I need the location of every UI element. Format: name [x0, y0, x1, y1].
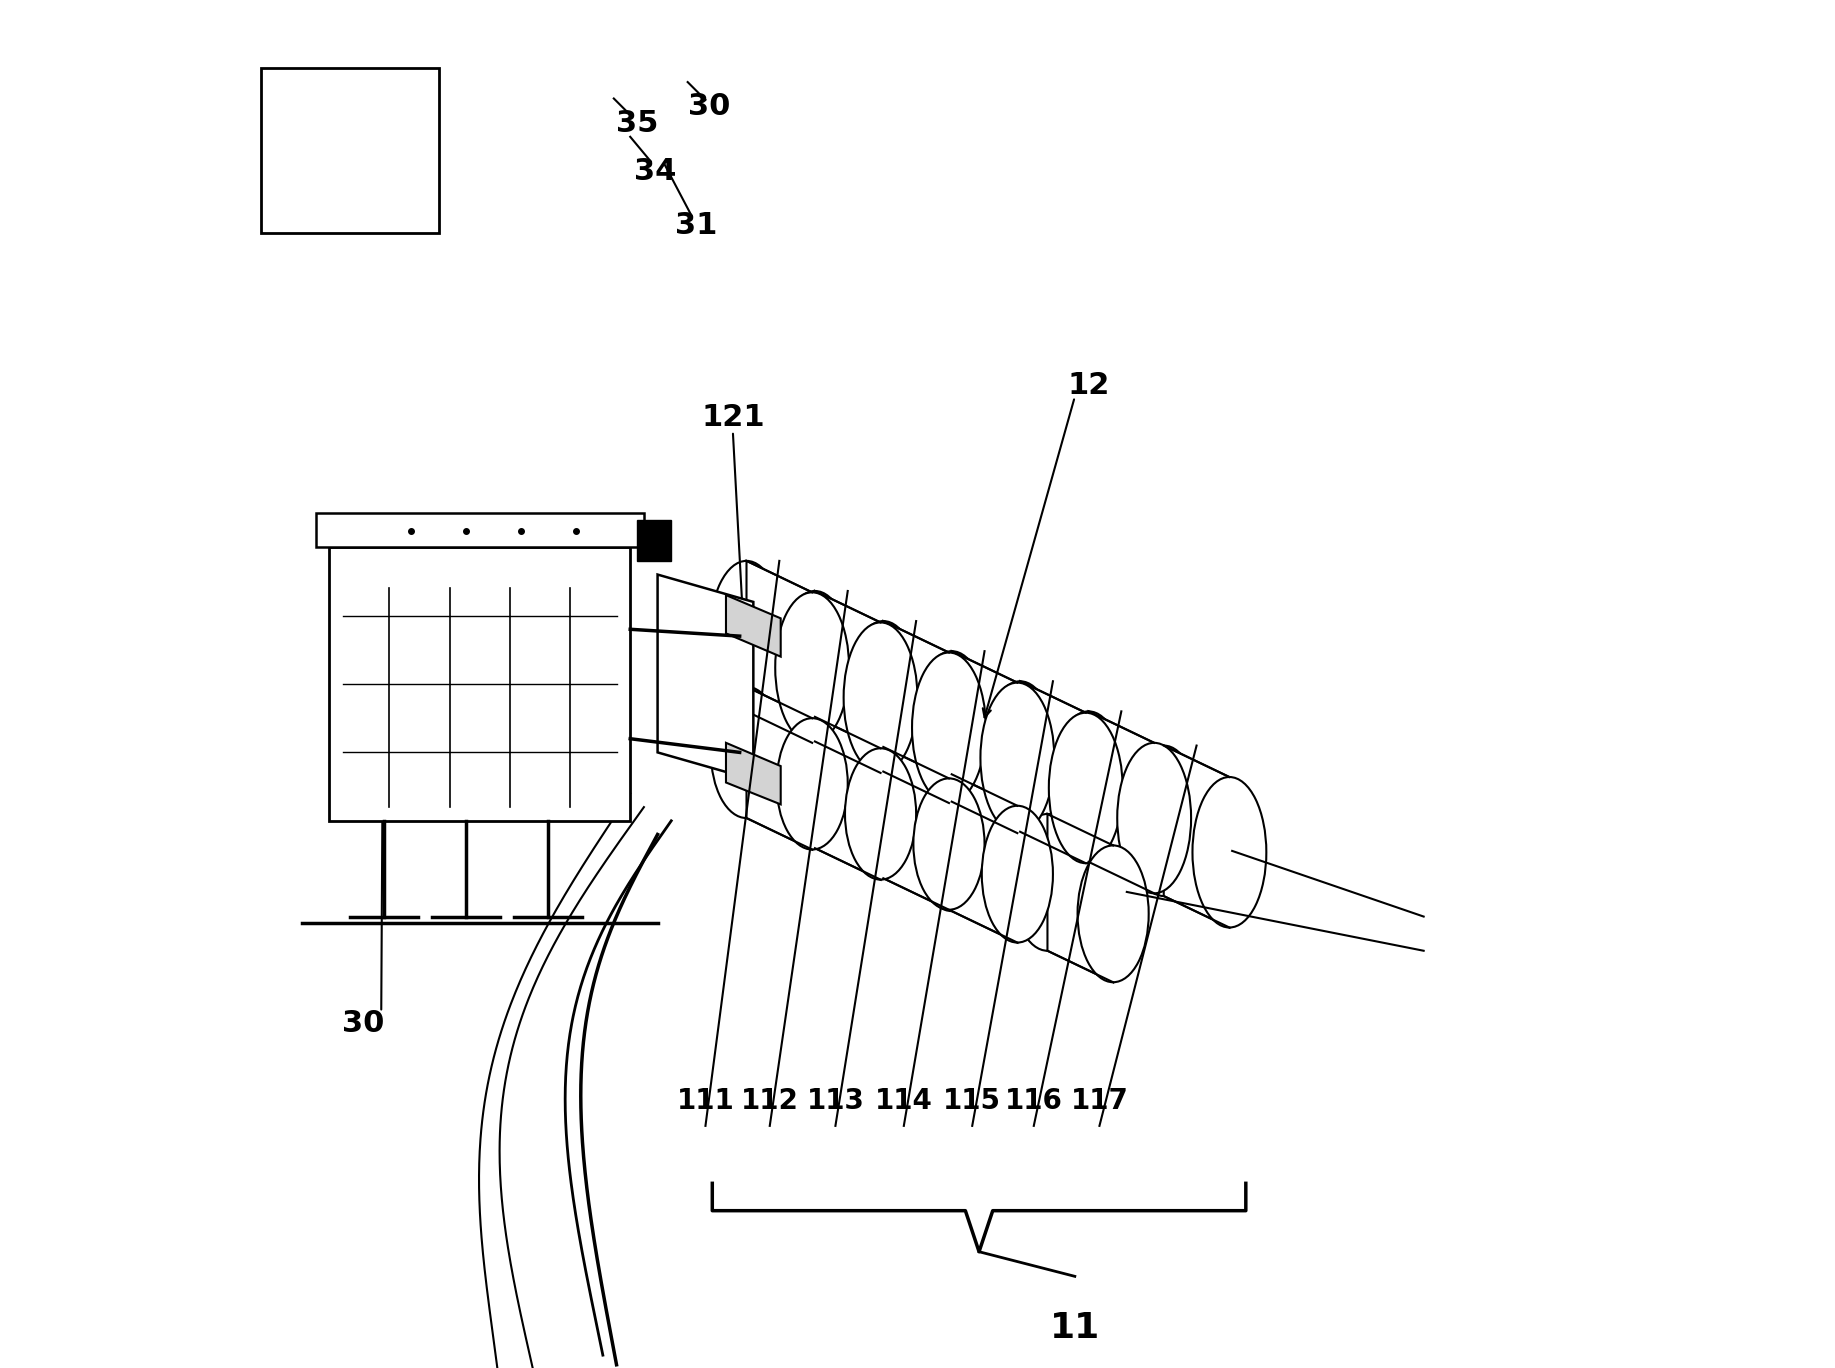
Polygon shape — [815, 717, 881, 880]
Text: 34: 34 — [633, 156, 675, 186]
Polygon shape — [747, 687, 813, 850]
Text: 117: 117 — [1070, 1088, 1129, 1115]
Text: 111: 111 — [677, 1088, 734, 1115]
Ellipse shape — [1077, 845, 1149, 982]
Polygon shape — [657, 575, 754, 780]
Ellipse shape — [1051, 711, 1125, 862]
Polygon shape — [1088, 711, 1154, 893]
Text: 31: 31 — [675, 211, 717, 241]
Ellipse shape — [1193, 777, 1266, 928]
Ellipse shape — [1011, 814, 1083, 951]
Text: 11: 11 — [1050, 1311, 1099, 1345]
Polygon shape — [1020, 681, 1086, 863]
Text: 30: 30 — [688, 92, 730, 122]
Text: 114: 114 — [875, 1088, 932, 1115]
Text: 35: 35 — [617, 108, 659, 138]
Ellipse shape — [776, 718, 848, 850]
Polygon shape — [747, 561, 813, 743]
Ellipse shape — [982, 806, 1053, 943]
Text: 12: 12 — [1068, 371, 1110, 401]
Ellipse shape — [916, 774, 987, 911]
Ellipse shape — [980, 683, 1055, 833]
Polygon shape — [316, 513, 644, 547]
Ellipse shape — [844, 622, 918, 773]
Polygon shape — [883, 747, 949, 910]
Text: 112: 112 — [741, 1088, 798, 1115]
Ellipse shape — [1118, 743, 1191, 893]
Polygon shape — [1163, 746, 1229, 928]
Ellipse shape — [912, 653, 985, 803]
Ellipse shape — [778, 591, 851, 741]
Polygon shape — [637, 520, 672, 561]
Text: 30: 30 — [343, 1008, 385, 1038]
Polygon shape — [952, 651, 1017, 833]
Ellipse shape — [710, 561, 784, 711]
Ellipse shape — [1050, 713, 1123, 863]
Polygon shape — [261, 68, 439, 233]
Ellipse shape — [916, 651, 989, 802]
Polygon shape — [727, 743, 780, 804]
Ellipse shape — [710, 687, 782, 818]
Polygon shape — [727, 595, 780, 657]
FancyBboxPatch shape — [328, 547, 629, 821]
Polygon shape — [952, 774, 1017, 943]
Polygon shape — [1048, 814, 1114, 982]
Ellipse shape — [774, 592, 850, 743]
Ellipse shape — [848, 747, 919, 878]
Ellipse shape — [914, 778, 985, 910]
Ellipse shape — [984, 681, 1057, 832]
Ellipse shape — [846, 621, 919, 772]
Text: 115: 115 — [943, 1088, 1002, 1115]
Ellipse shape — [1127, 746, 1200, 896]
Text: 116: 116 — [1006, 1088, 1062, 1115]
Ellipse shape — [780, 717, 850, 848]
Text: 113: 113 — [806, 1088, 864, 1115]
Polygon shape — [815, 591, 881, 773]
Polygon shape — [883, 621, 949, 803]
Ellipse shape — [844, 748, 916, 880]
Text: 121: 121 — [701, 402, 765, 432]
